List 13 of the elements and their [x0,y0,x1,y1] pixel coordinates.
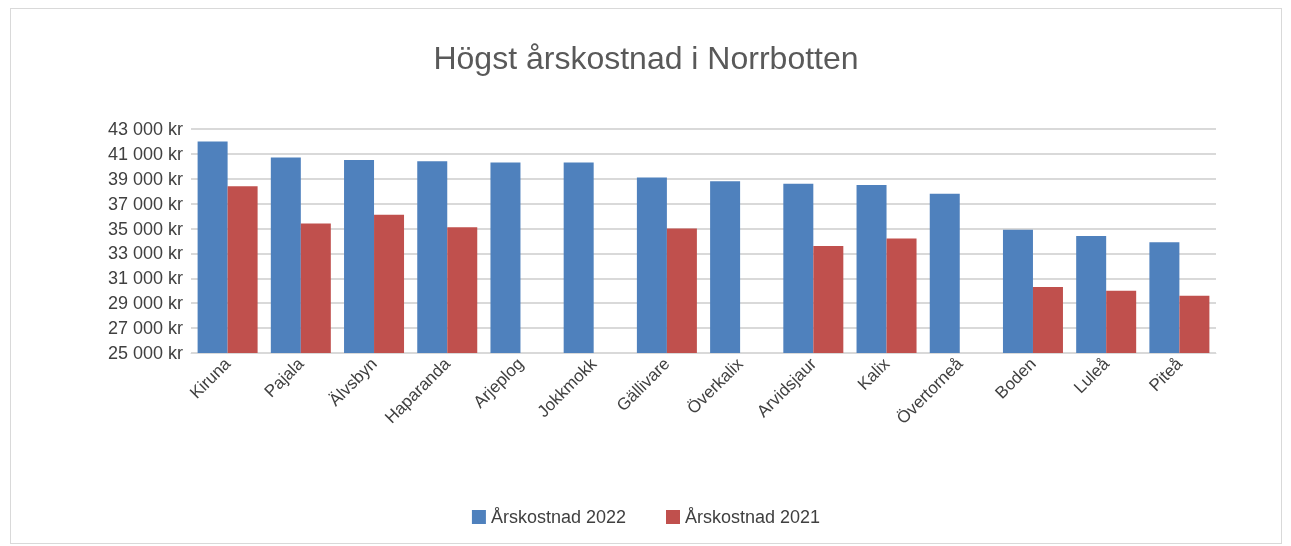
legend-label: Årskostnad 2021 [685,507,821,527]
y-tick-label: 43 000 kr [107,119,183,139]
y-tick-label: 29 000 kr [107,293,183,314]
chart-title: Högst årskostnad i Norrbotten [433,40,859,76]
y-tick-label: 35 000 kr [107,218,183,239]
y-tick-label: 41 000 kr [107,143,183,164]
y-tick-label: 33 000 kr [107,243,183,264]
y-tick-label: 37 000 kr [107,193,183,214]
legend-label: Årskostnad 2022 [490,507,627,527]
y-tick-label: 31 000 kr [107,268,183,289]
y-tick-label: 39 000 kr [107,168,183,189]
y-tick-label: 25 000 kr [107,343,183,363]
y-tick-label: 27 000 kr [107,318,183,339]
